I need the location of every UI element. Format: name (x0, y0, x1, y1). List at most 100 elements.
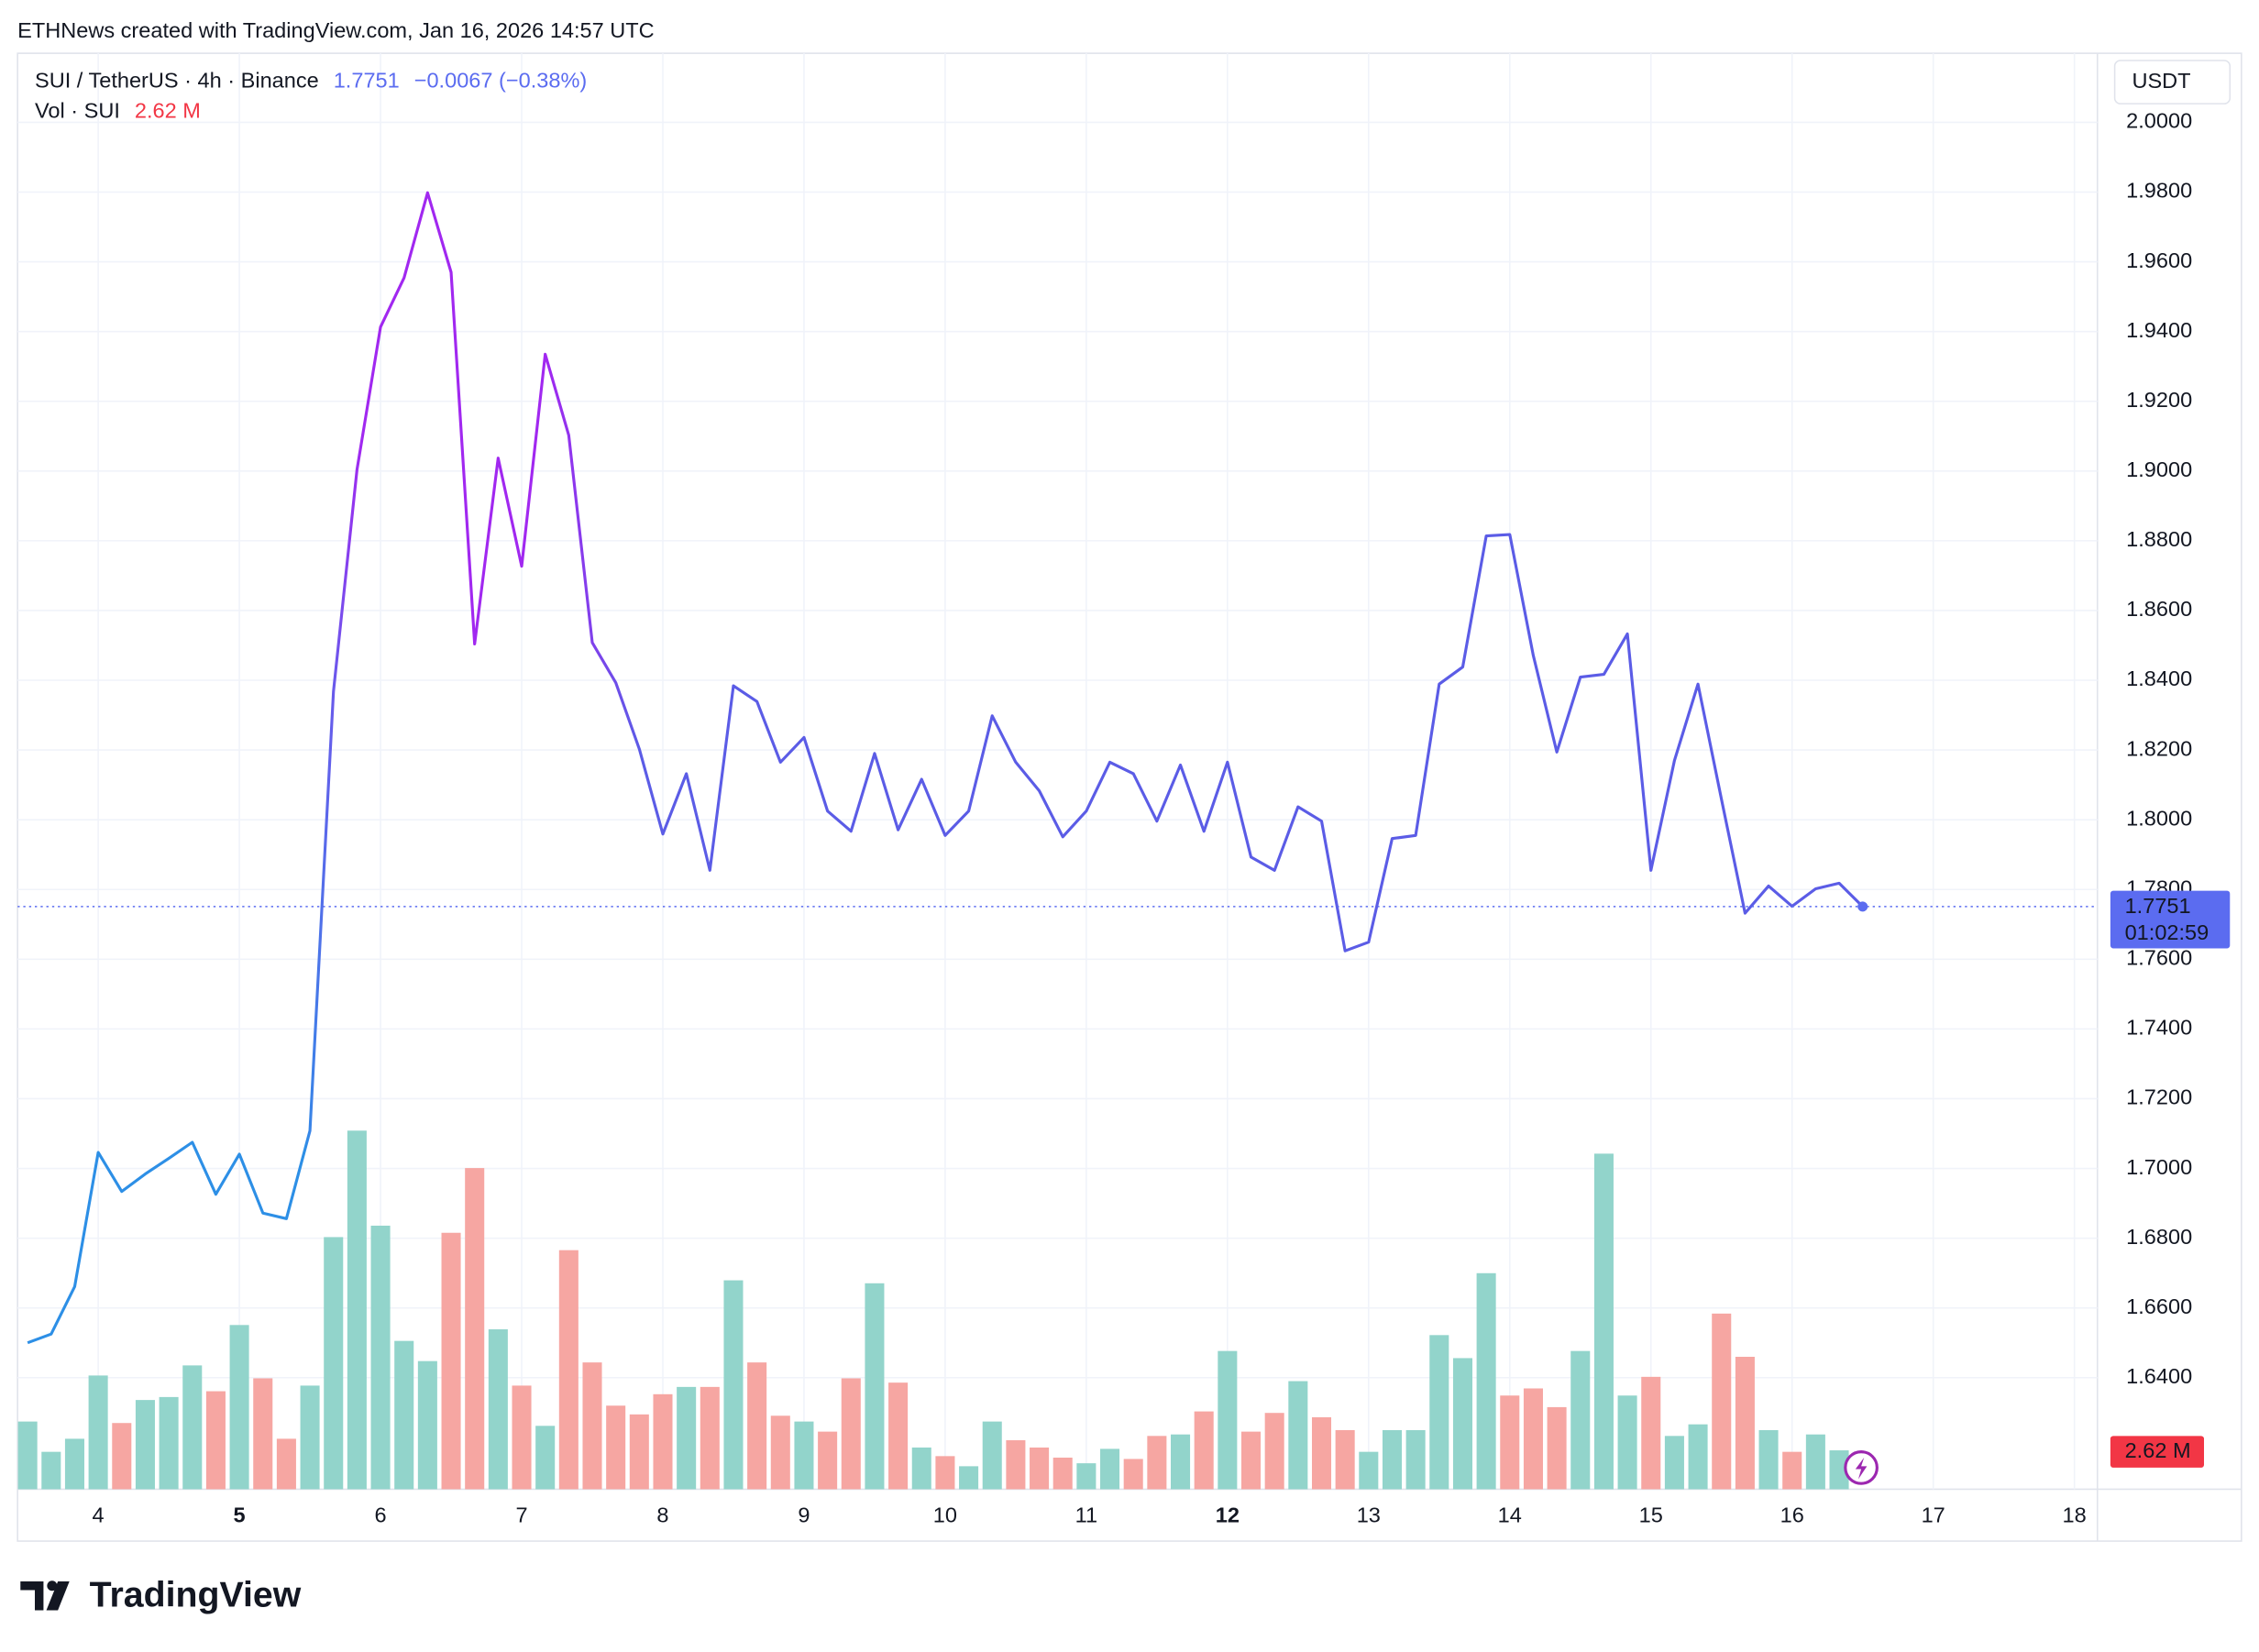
volume-bar (1171, 1434, 1191, 1490)
volume-bar (1288, 1381, 1308, 1490)
logo-mark (20, 1581, 44, 1611)
volume-bar (1311, 1416, 1332, 1490)
chart-frame (17, 52, 2242, 1542)
volume-bar (370, 1225, 391, 1490)
volume-bar (1476, 1272, 1496, 1490)
volume-bar (1523, 1388, 1543, 1490)
volume-bar (182, 1365, 203, 1490)
volume-bar (88, 1375, 108, 1490)
volume-bar (629, 1414, 649, 1490)
volume-bar (653, 1393, 673, 1490)
volume-bar (1641, 1376, 1661, 1490)
logo-slash (46, 1581, 70, 1611)
volume-bar (911, 1447, 931, 1490)
volume-bar (1664, 1436, 1684, 1490)
volume-bar (1030, 1447, 1050, 1490)
x-tick-label: 4 (93, 1503, 105, 1527)
price-change: −0.0067 (−0.38%) (414, 69, 588, 93)
volume-bar (17, 1421, 38, 1490)
volume-bar (606, 1405, 626, 1490)
volume-bar (582, 1362, 602, 1490)
y-tick-label: 1.7000 (2126, 1155, 2192, 1179)
volume-bar (1688, 1424, 1708, 1490)
volume-bar (1829, 1450, 1849, 1490)
volume-bar (770, 1415, 790, 1490)
watermark: ETHNews created with TradingView.com, Ja… (17, 18, 655, 42)
volume-bar (253, 1378, 273, 1490)
y-tick-label: 1.9400 (2126, 318, 2192, 342)
y-tick-label: 1.9600 (2126, 248, 2192, 272)
logo: TradingView (20, 1575, 302, 1615)
y-tick-label: 1.8400 (2126, 666, 2192, 690)
x-tick-label: 10 (933, 1503, 957, 1527)
x-tick-label: 9 (798, 1503, 810, 1527)
volume-bar (535, 1426, 556, 1490)
logo-dot (47, 1580, 58, 1591)
volume-bar (1218, 1350, 1238, 1490)
volume-bar (1194, 1411, 1214, 1490)
legend-volume: Vol · SUI 2.62 M (35, 99, 201, 123)
volume-bar (1076, 1463, 1096, 1490)
volume-bar (1805, 1434, 1825, 1490)
volume-bar (1452, 1358, 1472, 1490)
volume-bar (1240, 1431, 1262, 1490)
volume-bar (347, 1130, 367, 1490)
volume-bar (112, 1423, 132, 1490)
x-tick-label: 8 (656, 1503, 668, 1527)
x-tick-label: 16 (1780, 1503, 1804, 1527)
currency[interactable]: USDT (2132, 69, 2190, 93)
volume-bar (982, 1421, 1002, 1490)
volume-bar (841, 1378, 861, 1490)
x-tick-label: 15 (1639, 1503, 1663, 1527)
legend-symbol: SUI / TetherUS · 4h · Binance 1.7751 −0.… (35, 69, 587, 93)
volume-bar (300, 1385, 320, 1490)
volume-bar (64, 1438, 84, 1490)
volume-bar (1052, 1457, 1073, 1490)
x-tick-label: 11 (1075, 1503, 1097, 1527)
x-tick-label: 7 (515, 1503, 527, 1527)
volume-bar (1547, 1406, 1567, 1490)
y-tick-label: 2.0000 (2126, 109, 2192, 133)
y-tick-label: 1.8200 (2126, 736, 2192, 760)
volume-bar (888, 1382, 909, 1490)
volume-bar (1570, 1350, 1591, 1490)
volume-bar (488, 1329, 508, 1490)
y-tick-label: 1.7400 (2126, 1016, 2192, 1040)
y-tick-label: 1.6400 (2126, 1364, 2192, 1388)
last-price: 1.7751 (334, 69, 400, 93)
volume-bar (41, 1451, 61, 1490)
volume-bar (205, 1391, 226, 1490)
volume-bar (1617, 1395, 1637, 1490)
volume-bar (747, 1362, 767, 1490)
y-tick-label: 1.8000 (2126, 806, 2192, 830)
y-tick-label: 1.6600 (2126, 1294, 2192, 1318)
volume-bar (1123, 1459, 1143, 1490)
last-price-dot (1857, 901, 1868, 912)
volume-bar (1782, 1451, 1802, 1490)
volume-bar (1382, 1430, 1403, 1490)
volume-bar (465, 1168, 485, 1490)
last-price-badge (2110, 890, 2231, 949)
volume-bar (135, 1400, 155, 1490)
volume-bar (959, 1466, 979, 1490)
x-tick-label: 6 (375, 1503, 387, 1527)
x-tick-label: 12 (1216, 1503, 1240, 1527)
volume-bar (276, 1438, 296, 1490)
y-tick-label: 1.7200 (2126, 1085, 2192, 1109)
volume-bar (723, 1280, 744, 1490)
volume-bar (1147, 1436, 1167, 1490)
volume-bar (865, 1283, 885, 1490)
volume-bar (1712, 1313, 1732, 1490)
currency-button[interactable] (2113, 60, 2231, 105)
volume-bar (818, 1431, 838, 1490)
volume-bar (394, 1340, 414, 1490)
volume-bar (441, 1232, 461, 1490)
volume-bar (677, 1386, 697, 1490)
volume-bar (159, 1396, 179, 1490)
volume-last: 2.62 M (135, 99, 201, 123)
volume-bar (1006, 1440, 1026, 1490)
volume-bar (1758, 1430, 1779, 1490)
volume-bar (417, 1360, 437, 1490)
volume-bar (1429, 1335, 1449, 1490)
